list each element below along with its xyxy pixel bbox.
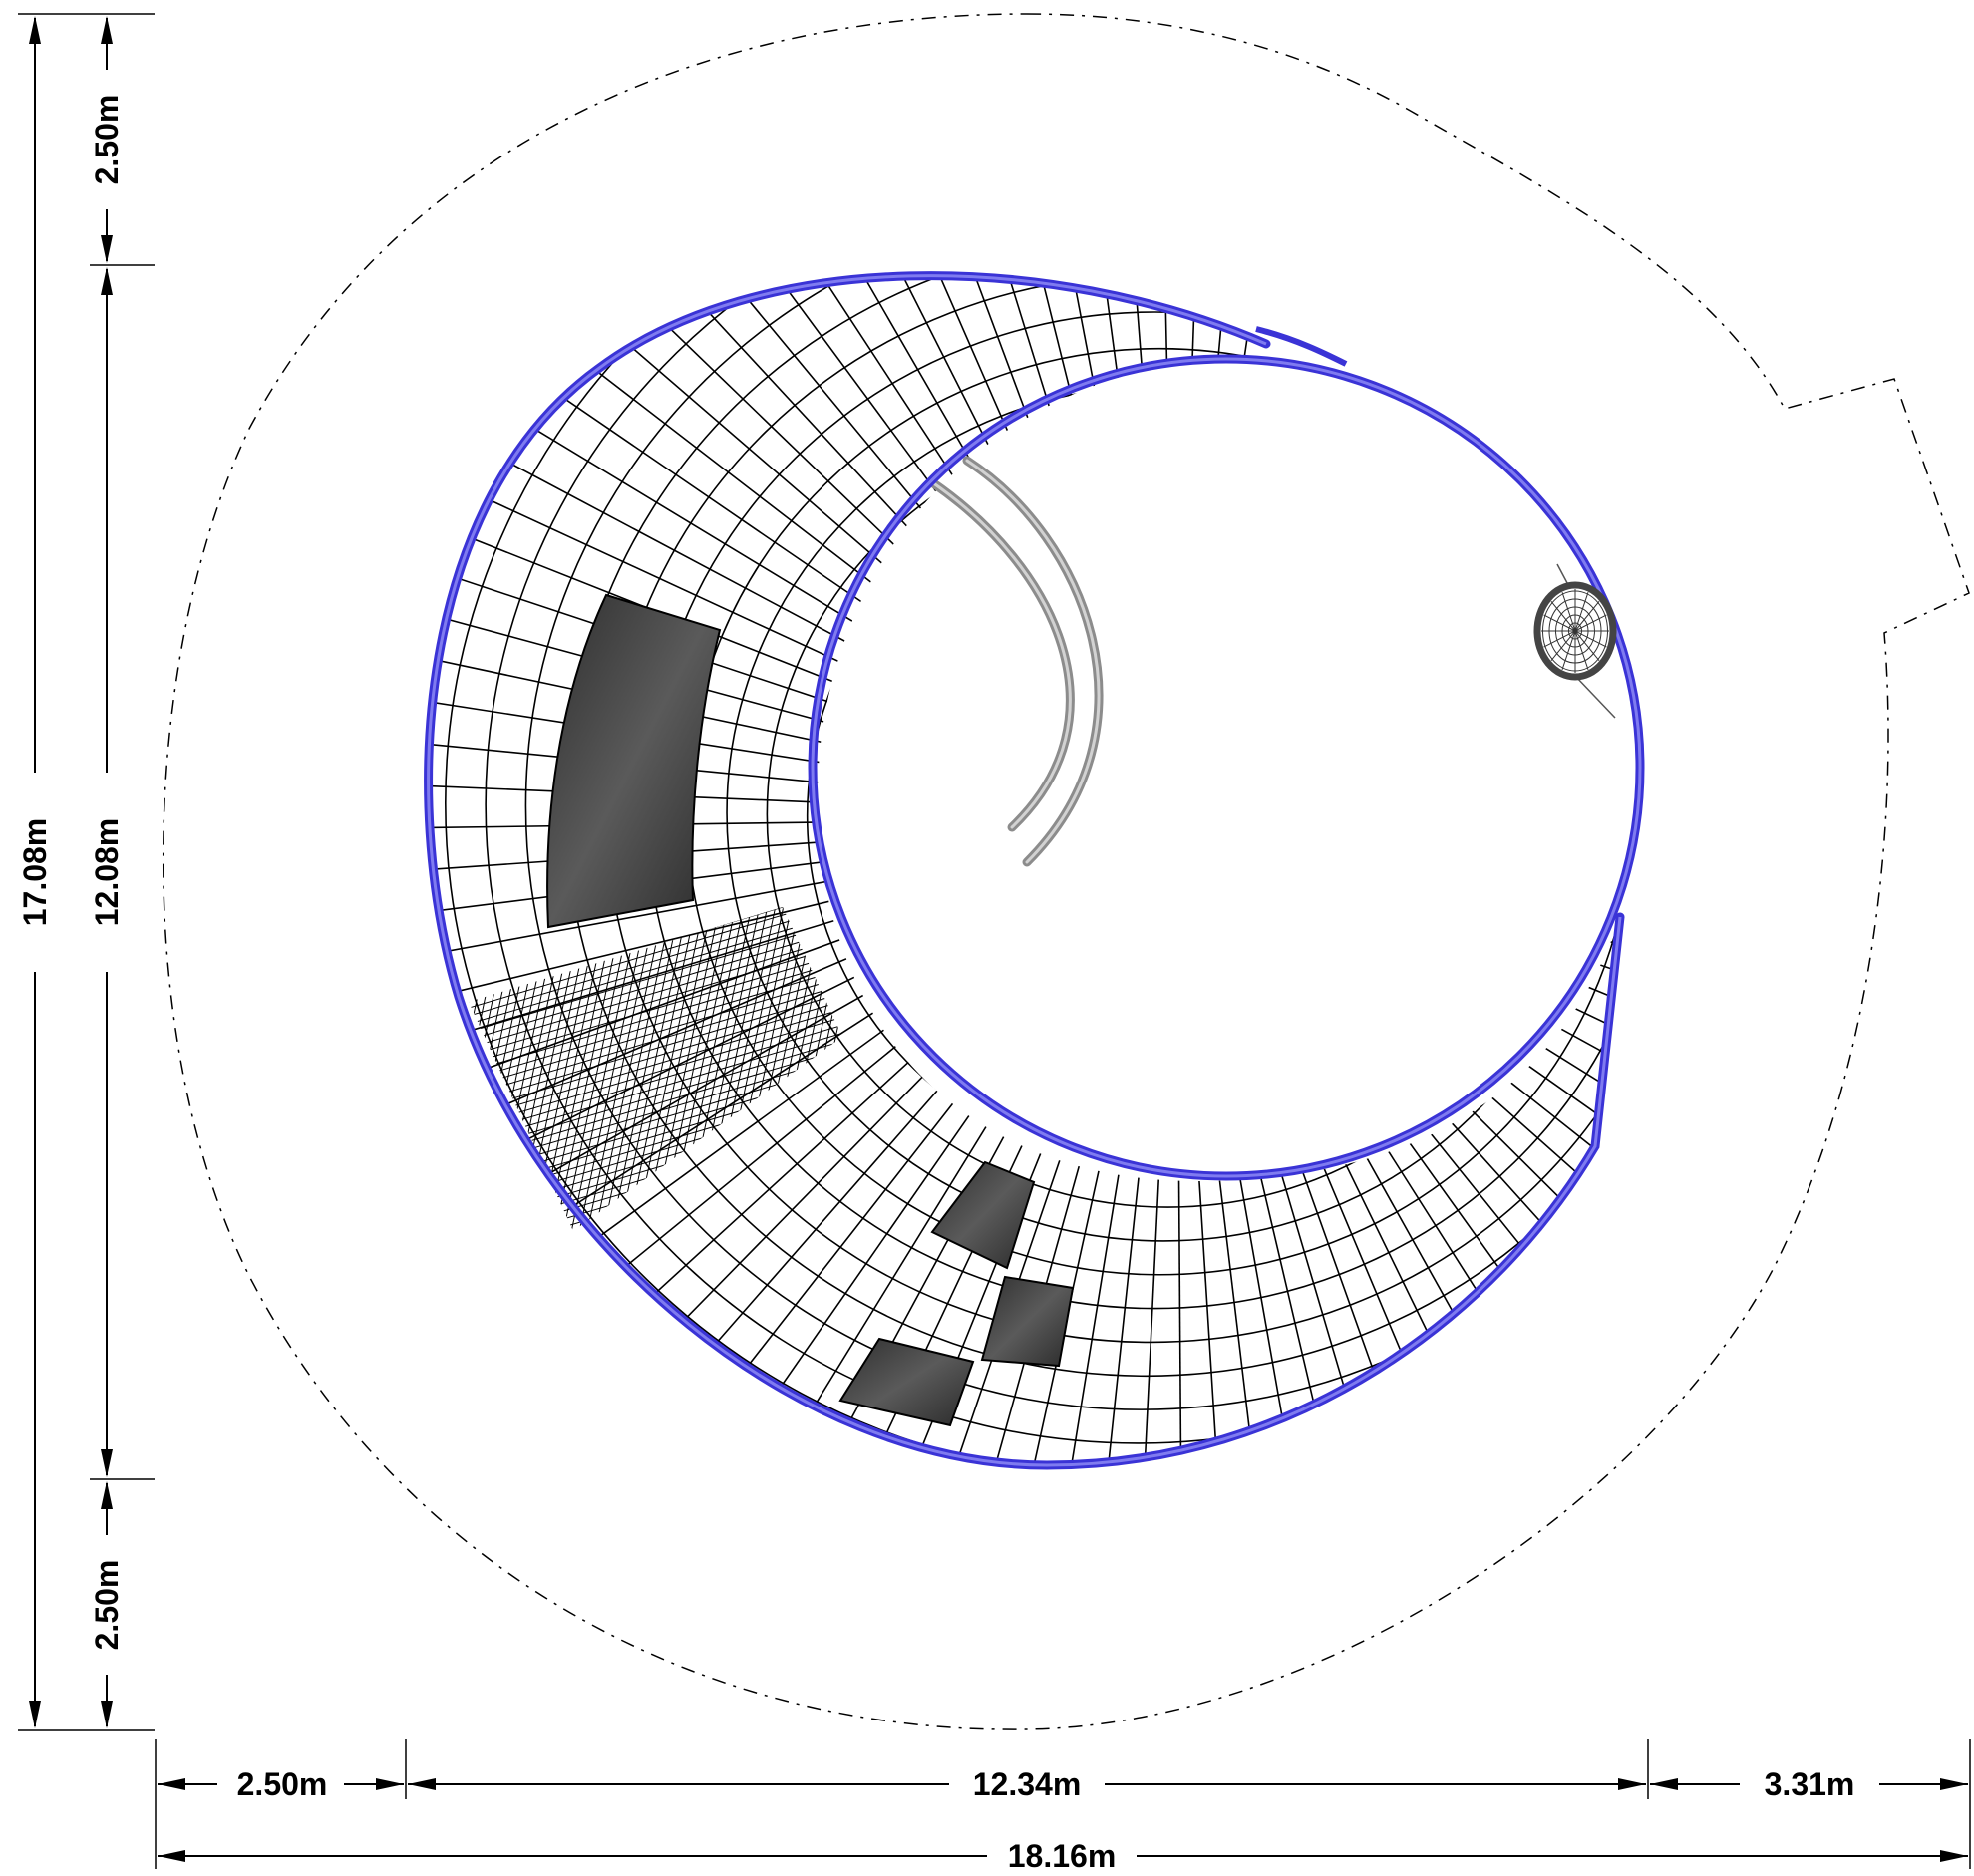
label-3-31m: 3.31m bbox=[1765, 1766, 1855, 1802]
left-dimension-extensions bbox=[18, 13, 155, 1731]
label-17-08m: 17.08m bbox=[17, 818, 53, 927]
frame-junction bbox=[1255, 326, 1348, 367]
net-mesh bbox=[428, 275, 1620, 1466]
dimension-total-height: 17.08m bbox=[17, 16, 53, 1728]
climbing-panel-small-3 bbox=[838, 1337, 975, 1427]
label-18-16m: 18.16m bbox=[1008, 1838, 1117, 1874]
safety-zone-boundary bbox=[162, 13, 1970, 1730]
dimension-total-width: 18.16m bbox=[158, 1838, 1968, 1874]
inner-steel-frame bbox=[808, 354, 1645, 1181]
label-left-2-50m: 2.50m bbox=[237, 1766, 328, 1802]
label-12-08m: 12.08m bbox=[89, 818, 125, 927]
label-bottom-2-50m: 2.50m bbox=[89, 1560, 125, 1651]
climbing-panel-small-1 bbox=[930, 1160, 1036, 1270]
climbing-panel-small-2 bbox=[980, 1275, 1075, 1368]
dimension-left-clearance: 2.50m bbox=[158, 1766, 404, 1802]
dimension-net-width: 12.34m bbox=[408, 1766, 1646, 1802]
bottom-dimension-extensions bbox=[155, 1739, 1971, 1869]
spider-web-disc bbox=[1533, 563, 1617, 719]
dimension-top-clearance: 2.50m bbox=[89, 16, 125, 263]
label-12-34m: 12.34m bbox=[973, 1766, 1082, 1802]
hanging-ropes bbox=[927, 456, 1104, 867]
climbing-panel-large bbox=[546, 593, 722, 929]
dimension-right-clearance: 3.31m bbox=[1650, 1766, 1968, 1802]
outer-steel-frame bbox=[424, 271, 1625, 1470]
label-top-2-50m: 2.50m bbox=[89, 95, 125, 185]
dimension-bottom-clearance: 2.50m bbox=[89, 1481, 125, 1728]
dimension-net-height: 12.08m bbox=[89, 267, 125, 1477]
